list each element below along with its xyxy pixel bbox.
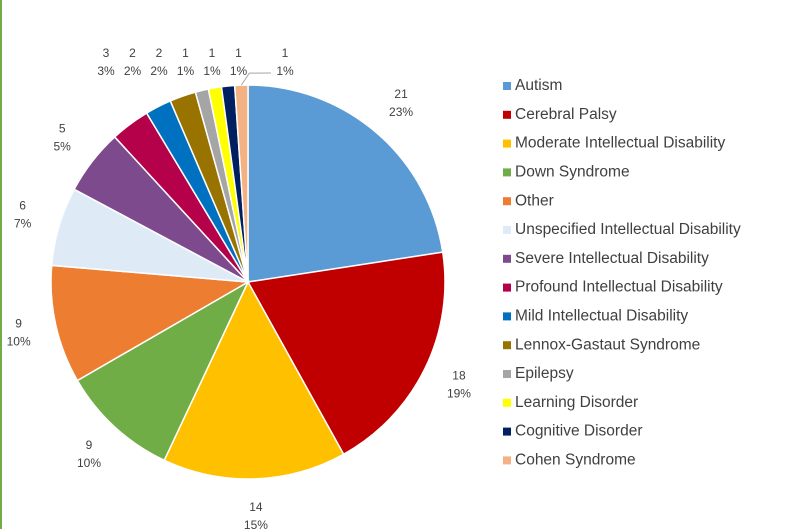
percent-label: 2% bbox=[150, 64, 168, 78]
legend-label: Moderate Intellectual Disability bbox=[515, 135, 725, 152]
percent-label: 1% bbox=[276, 64, 294, 78]
legend-swatch bbox=[503, 456, 511, 465]
data-label: 6 bbox=[19, 199, 26, 213]
edge bbox=[0, 0, 2, 529]
data-label: 21 bbox=[394, 87, 408, 101]
percent-label: 10% bbox=[7, 334, 31, 348]
percent-label: 23% bbox=[389, 105, 413, 119]
data-label: 3 bbox=[103, 46, 110, 60]
legend-swatch bbox=[503, 110, 511, 119]
data-label: 1 bbox=[282, 46, 289, 60]
percent-label: 10% bbox=[77, 456, 101, 470]
legend-swatch bbox=[503, 197, 511, 206]
data-label: 9 bbox=[15, 316, 22, 330]
data-label: 1 bbox=[182, 46, 189, 60]
percent-label: 7% bbox=[14, 217, 32, 231]
percent-label: 1% bbox=[177, 64, 195, 78]
data-label: 1 bbox=[235, 46, 242, 60]
percent-label: 5% bbox=[53, 139, 71, 153]
legend-label: Epilepsy bbox=[515, 365, 574, 382]
legend-swatch bbox=[503, 82, 511, 90]
data-label: 2 bbox=[156, 46, 163, 60]
legend-label: Profound Intellectual Disability bbox=[515, 279, 723, 296]
legend-swatch bbox=[503, 398, 511, 407]
slice bbox=[163, 280, 345, 480]
legend-label: Cognitive Disorder bbox=[515, 423, 643, 440]
percent-label: 19% bbox=[447, 387, 471, 401]
legend-label: Learning Disorder bbox=[515, 394, 638, 411]
data-label: 18 bbox=[452, 369, 466, 383]
legend-label: Unspecified Intellectual Disability bbox=[515, 221, 741, 238]
leader-line bbox=[240, 72, 272, 86]
legend-swatch bbox=[503, 254, 511, 263]
data-label: 9 bbox=[86, 438, 93, 452]
data-label: 14 bbox=[249, 500, 263, 514]
legend-label: Cerebral Palsy bbox=[515, 106, 617, 123]
legend-swatch bbox=[503, 283, 511, 292]
legend-swatch bbox=[503, 226, 511, 234]
legend-label: Autism bbox=[515, 77, 562, 94]
percent-label: 1% bbox=[203, 64, 221, 78]
legend-label: Cohen Syndrome bbox=[515, 451, 636, 468]
data-label: 1 bbox=[209, 46, 216, 60]
slice bbox=[247, 84, 444, 283]
legend-swatch bbox=[503, 312, 511, 321]
percent-label: 2% bbox=[124, 64, 142, 78]
legend-label: Down Syndrome bbox=[515, 163, 630, 180]
percent-label: 15% bbox=[244, 518, 268, 529]
percent-label: 1% bbox=[230, 64, 248, 78]
legend-label: Severe Intellectual Disability bbox=[515, 250, 709, 267]
legend-swatch bbox=[503, 427, 511, 436]
legend-label: Lennox-Gastaut Syndrome bbox=[515, 336, 700, 353]
legend-label: Mild Intellectual Disability bbox=[515, 307, 688, 324]
legend-swatch bbox=[503, 370, 511, 378]
data-label: 2 bbox=[129, 46, 136, 60]
slice bbox=[246, 251, 446, 456]
legend-swatch bbox=[503, 168, 511, 177]
legend-swatch bbox=[503, 341, 511, 350]
data-label: 5 bbox=[59, 121, 66, 135]
slice bbox=[50, 264, 251, 382]
slice bbox=[76, 280, 250, 462]
legend-label: Other bbox=[515, 192, 554, 209]
percent-label: 3% bbox=[97, 64, 115, 78]
legend-swatch bbox=[503, 139, 511, 148]
